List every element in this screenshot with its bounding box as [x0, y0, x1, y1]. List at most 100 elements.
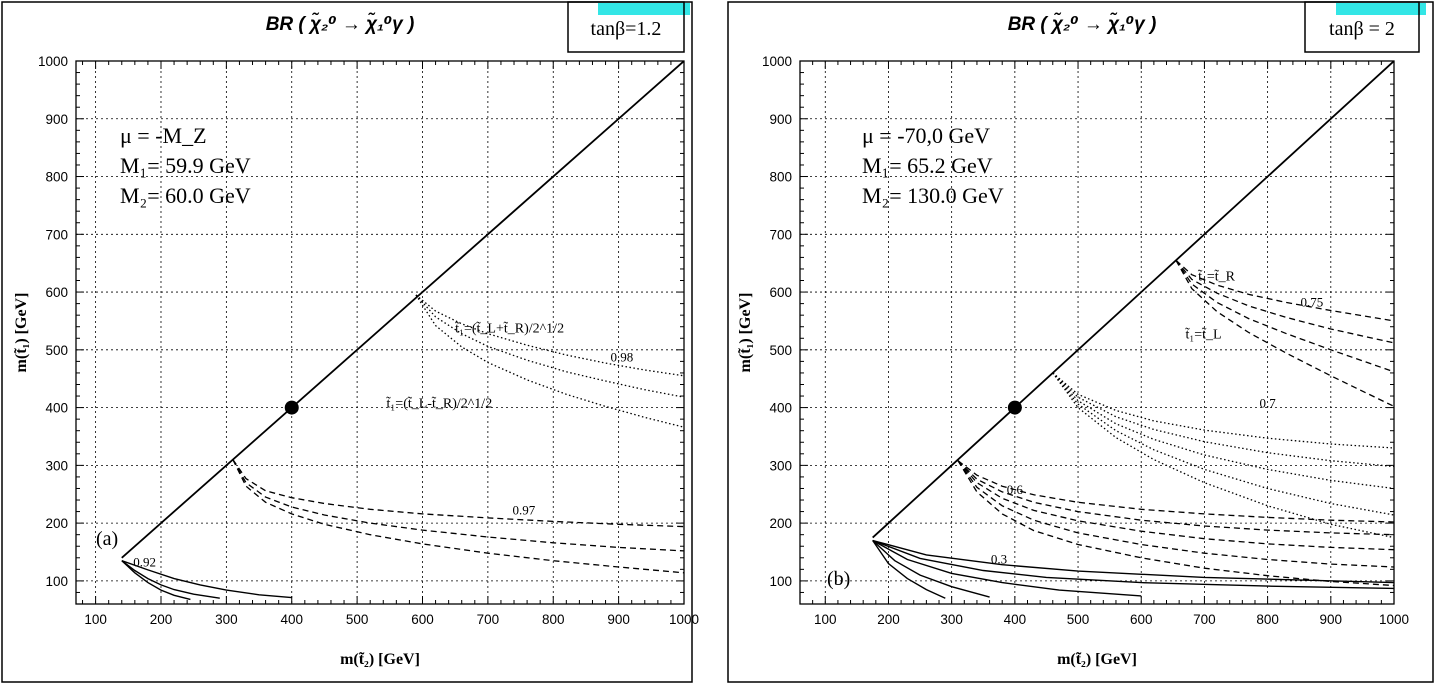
- curve-annotation: t̃₁=(t̃_L-t̃_R)/2^1/2: [386, 396, 492, 411]
- y-tick-label: 400: [769, 401, 792, 416]
- y-tick-label: 400: [45, 401, 68, 416]
- tanbeta-box: [1304, 1, 1420, 53]
- y-tick-label: 800: [769, 170, 792, 185]
- series-line: [957, 460, 1394, 536]
- contour-value-label: 0.6: [1007, 482, 1024, 497]
- series-line: [872, 539, 1394, 584]
- param-line: μ = -M_Z: [120, 123, 207, 148]
- series-line: [415, 294, 684, 428]
- series-line: [1175, 259, 1394, 373]
- y-tick-label: 500: [769, 343, 792, 358]
- series-line: [1052, 372, 1394, 516]
- series-line: [121, 560, 191, 601]
- x-tick-label: 300: [940, 612, 963, 627]
- y-tick-label: 100: [45, 574, 68, 589]
- x-tick-label: 600: [411, 612, 434, 627]
- panel-frame: [1, 1, 693, 683]
- data-point-marker: [1007, 400, 1022, 415]
- x-tick-label: 800: [1256, 612, 1279, 627]
- x-tick-label: 900: [1320, 612, 1343, 627]
- tanbeta-box: [567, 1, 685, 53]
- series-line: [1175, 259, 1394, 322]
- param-line: M₁= 59.9 GeV: [120, 153, 251, 178]
- param-line: M₂= 130.0 GeV: [862, 183, 1004, 208]
- chart-panel-b: 100 200 300 400 500 600 700 800 900 1000 100 200 300…: [722, 0, 1444, 687]
- series-line: [1052, 372, 1394, 468]
- curve-annotation: t̃₁=t̃_R: [1198, 269, 1236, 284]
- y-tick-label: 1000: [762, 54, 792, 69]
- series-line: [121, 560, 220, 599]
- chart-panel-a: 100 200 300 400 500 600 700 800 900 1000 100 200 300…: [1, 1, 699, 683]
- series-line: [1175, 259, 1394, 407]
- x-tick-label: 100: [814, 612, 837, 627]
- contour-value-label: 0.98: [611, 349, 634, 364]
- panel-letter: (b): [827, 568, 850, 590]
- tanbeta-accent: [598, 3, 690, 15]
- chart-title: BR ( χ̃₂⁰ → χ̃₁⁰γ ): [1008, 12, 1157, 35]
- y-tick-label: 300: [45, 458, 68, 473]
- tanbeta-label: tanβ=1.2: [591, 18, 662, 40]
- panel-letter: (a): [96, 528, 118, 550]
- x-tick-label: 1000: [669, 612, 699, 627]
- contour-value-label: 0.7: [1259, 396, 1276, 411]
- chart-title: BR ( χ̃₂⁰ → χ̃₁⁰γ ): [266, 12, 415, 35]
- plot-frame: [75, 60, 685, 605]
- y-axis-label: m(t̃₁) [GeV]: [12, 293, 30, 373]
- chart-svg-a: 100 200 300 400 500 600 700 800 900 1000 100 200 300…: [1, 1, 699, 683]
- y-tick-label: 500: [45, 343, 68, 358]
- x-tick-label: 300: [215, 612, 238, 627]
- series-line: [1052, 372, 1394, 539]
- series-line: [872, 539, 1394, 590]
- tanbeta-accent: [1336, 3, 1426, 15]
- series-line: [121, 560, 292, 599]
- x-tick-label: 1000: [1379, 612, 1409, 627]
- y-tick-label: 1000: [38, 54, 68, 69]
- tanbeta-label: tanβ = 2: [1329, 18, 1395, 40]
- curve-annotation: t̃₁=(t̃_L+t̃_R)/2^1/2: [455, 321, 564, 336]
- param-line: μ = -70,0 GeV: [862, 123, 990, 148]
- series-line: [872, 539, 990, 598]
- series-line: [232, 459, 684, 574]
- y-tick-label: 700: [45, 227, 68, 242]
- x-axis-label: m(t̃₂) [GeV]: [340, 650, 420, 668]
- contour-value-label: 0.92: [133, 554, 156, 569]
- contour-value-label: 0.75: [1300, 295, 1323, 310]
- y-tick-label: 600: [769, 285, 792, 300]
- y-tick-label: 100: [769, 574, 792, 589]
- data-point-marker: [284, 400, 299, 415]
- y-tick-label: 700: [769, 227, 792, 242]
- diagonal-line: [872, 61, 1394, 539]
- y-tick-label: 800: [45, 170, 68, 185]
- curve-annotation: t̃₁=t̃_L: [1185, 327, 1221, 342]
- series-line: [415, 294, 684, 398]
- contour-value-label: 0.3: [991, 552, 1007, 567]
- series-line: [957, 460, 1394, 587]
- x-tick-label: 500: [1067, 612, 1090, 627]
- series-line: [872, 539, 1142, 597]
- x-tick-label: 500: [346, 612, 369, 627]
- contour-value-label: 0.97: [512, 502, 535, 517]
- series-line: [872, 540, 946, 599]
- series-line: [957, 460, 1394, 551]
- param-line: M₁= 65.2 GeV: [862, 153, 993, 178]
- x-tick-label: 200: [877, 612, 900, 627]
- diagonal-line: [121, 61, 684, 559]
- x-tick-label: 200: [150, 612, 173, 627]
- y-tick-label: 200: [769, 516, 792, 531]
- series-line: [232, 459, 684, 552]
- x-tick-label: 700: [477, 612, 500, 627]
- y-tick-label: 200: [45, 516, 68, 531]
- chart-svg-b: 100 200 300 400 500 600 700 800 900 1000 100 200 300…: [727, 1, 1434, 683]
- plot-frame: [799, 60, 1395, 605]
- x-tick-label: 800: [542, 612, 565, 627]
- x-tick-label: 400: [1004, 612, 1027, 627]
- param-line: M₂= 60.0 GeV: [120, 183, 251, 208]
- panel-frame: [727, 1, 1434, 683]
- x-tick-label: 700: [1193, 612, 1216, 627]
- series-line: [232, 459, 684, 528]
- y-tick-label: 900: [769, 112, 792, 127]
- x-tick-label: 100: [84, 612, 107, 627]
- series-line: [957, 460, 1394, 568]
- series-line: [1175, 259, 1394, 344]
- x-axis-label: m(t̃₂) [GeV]: [1057, 650, 1137, 668]
